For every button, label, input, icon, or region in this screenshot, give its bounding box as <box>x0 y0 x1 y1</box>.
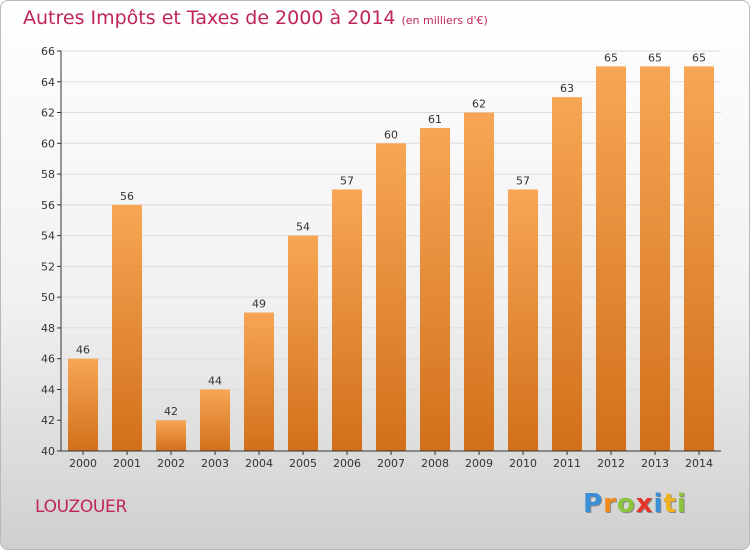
x-tick-label: 2003 <box>201 457 229 470</box>
y-tick-label: 46 <box>41 353 55 366</box>
x-tick-label: 2000 <box>69 457 97 470</box>
x-tick-label: 2005 <box>289 457 317 470</box>
x-tick-label: 2009 <box>465 457 493 470</box>
data-label: 65 <box>648 51 662 64</box>
proxiti-logo: Proxiti <box>583 489 687 519</box>
data-label: 62 <box>472 98 486 111</box>
commune-name: LOUZOUER <box>35 497 128 517</box>
x-tick-label: 2002 <box>157 457 185 470</box>
data-label: 42 <box>164 405 178 418</box>
x-tick-label: 2010 <box>509 457 537 470</box>
data-label: 54 <box>296 221 310 234</box>
data-label: 65 <box>692 51 706 64</box>
bar <box>200 389 230 451</box>
bar <box>464 112 494 452</box>
y-tick-label: 44 <box>41 383 55 396</box>
bar <box>596 66 626 451</box>
logo-letter: o <box>616 489 636 519</box>
logo-letter: r <box>603 489 617 519</box>
data-label: 44 <box>208 374 222 387</box>
x-tick-label: 2004 <box>245 457 273 470</box>
y-tick-label: 66 <box>41 45 55 58</box>
bar <box>684 66 714 451</box>
x-tick-label: 2007 <box>377 457 405 470</box>
y-tick-label: 42 <box>41 414 55 427</box>
y-tick-label: 60 <box>41 137 55 150</box>
data-label: 46 <box>76 344 90 357</box>
y-tick-label: 54 <box>41 230 55 243</box>
logo-letter: P <box>583 489 604 519</box>
x-tick-label: 2013 <box>641 457 669 470</box>
x-tick-label: 2012 <box>597 457 625 470</box>
x-tick-label: 2006 <box>333 457 361 470</box>
chart-title-main: Autres Impôts et Taxes de 2000 à 2014 <box>23 7 396 29</box>
bar <box>640 66 670 451</box>
data-label: 63 <box>560 82 574 95</box>
data-label: 60 <box>384 128 398 141</box>
logo-letter: i <box>676 489 687 519</box>
data-label: 61 <box>428 113 442 126</box>
y-tick-label: 48 <box>41 322 55 335</box>
logo-letter: x <box>635 489 654 519</box>
y-tick-label: 40 <box>41 445 55 458</box>
y-tick-label: 52 <box>41 260 55 273</box>
logo-letter: i <box>653 489 664 519</box>
data-label: 49 <box>252 298 266 311</box>
x-tick-label: 2011 <box>553 457 581 470</box>
bar <box>244 312 274 451</box>
bar <box>508 189 538 451</box>
data-label: 56 <box>120 190 134 203</box>
chart-title: Autres Impôts et Taxes de 2000 à 2014 (en… <box>23 7 488 29</box>
data-label: 57 <box>340 174 354 187</box>
bar <box>156 420 186 451</box>
bar <box>420 127 450 451</box>
data-label: 57 <box>516 174 530 187</box>
x-tick-label: 2014 <box>685 457 713 470</box>
axes: 40 42 44 46 48 50 52 54 56 58 60 62 64 66 2000 2001 2002… <box>41 45 721 470</box>
data-label: 65 <box>604 51 618 64</box>
chart-subtitle: (en milliers d'€) <box>401 14 488 27</box>
x-tick-label: 2008 <box>421 457 449 470</box>
x-tick-label: 2001 <box>113 457 141 470</box>
bar <box>332 189 362 451</box>
logo-letter: t <box>663 489 677 519</box>
bars: 46 56 42 44 49 54 57 60 61 62 57 63 65 65 65 <box>68 51 714 452</box>
y-tick-label: 62 <box>41 107 55 120</box>
bar <box>288 235 318 451</box>
bar <box>552 97 582 452</box>
bar <box>376 143 406 452</box>
y-tick-label: 64 <box>41 76 55 89</box>
y-tick-label: 58 <box>41 168 55 181</box>
y-tick-label: 50 <box>41 291 55 304</box>
bar <box>112 204 142 451</box>
bar <box>68 358 98 451</box>
y-tick-label: 56 <box>41 199 55 212</box>
